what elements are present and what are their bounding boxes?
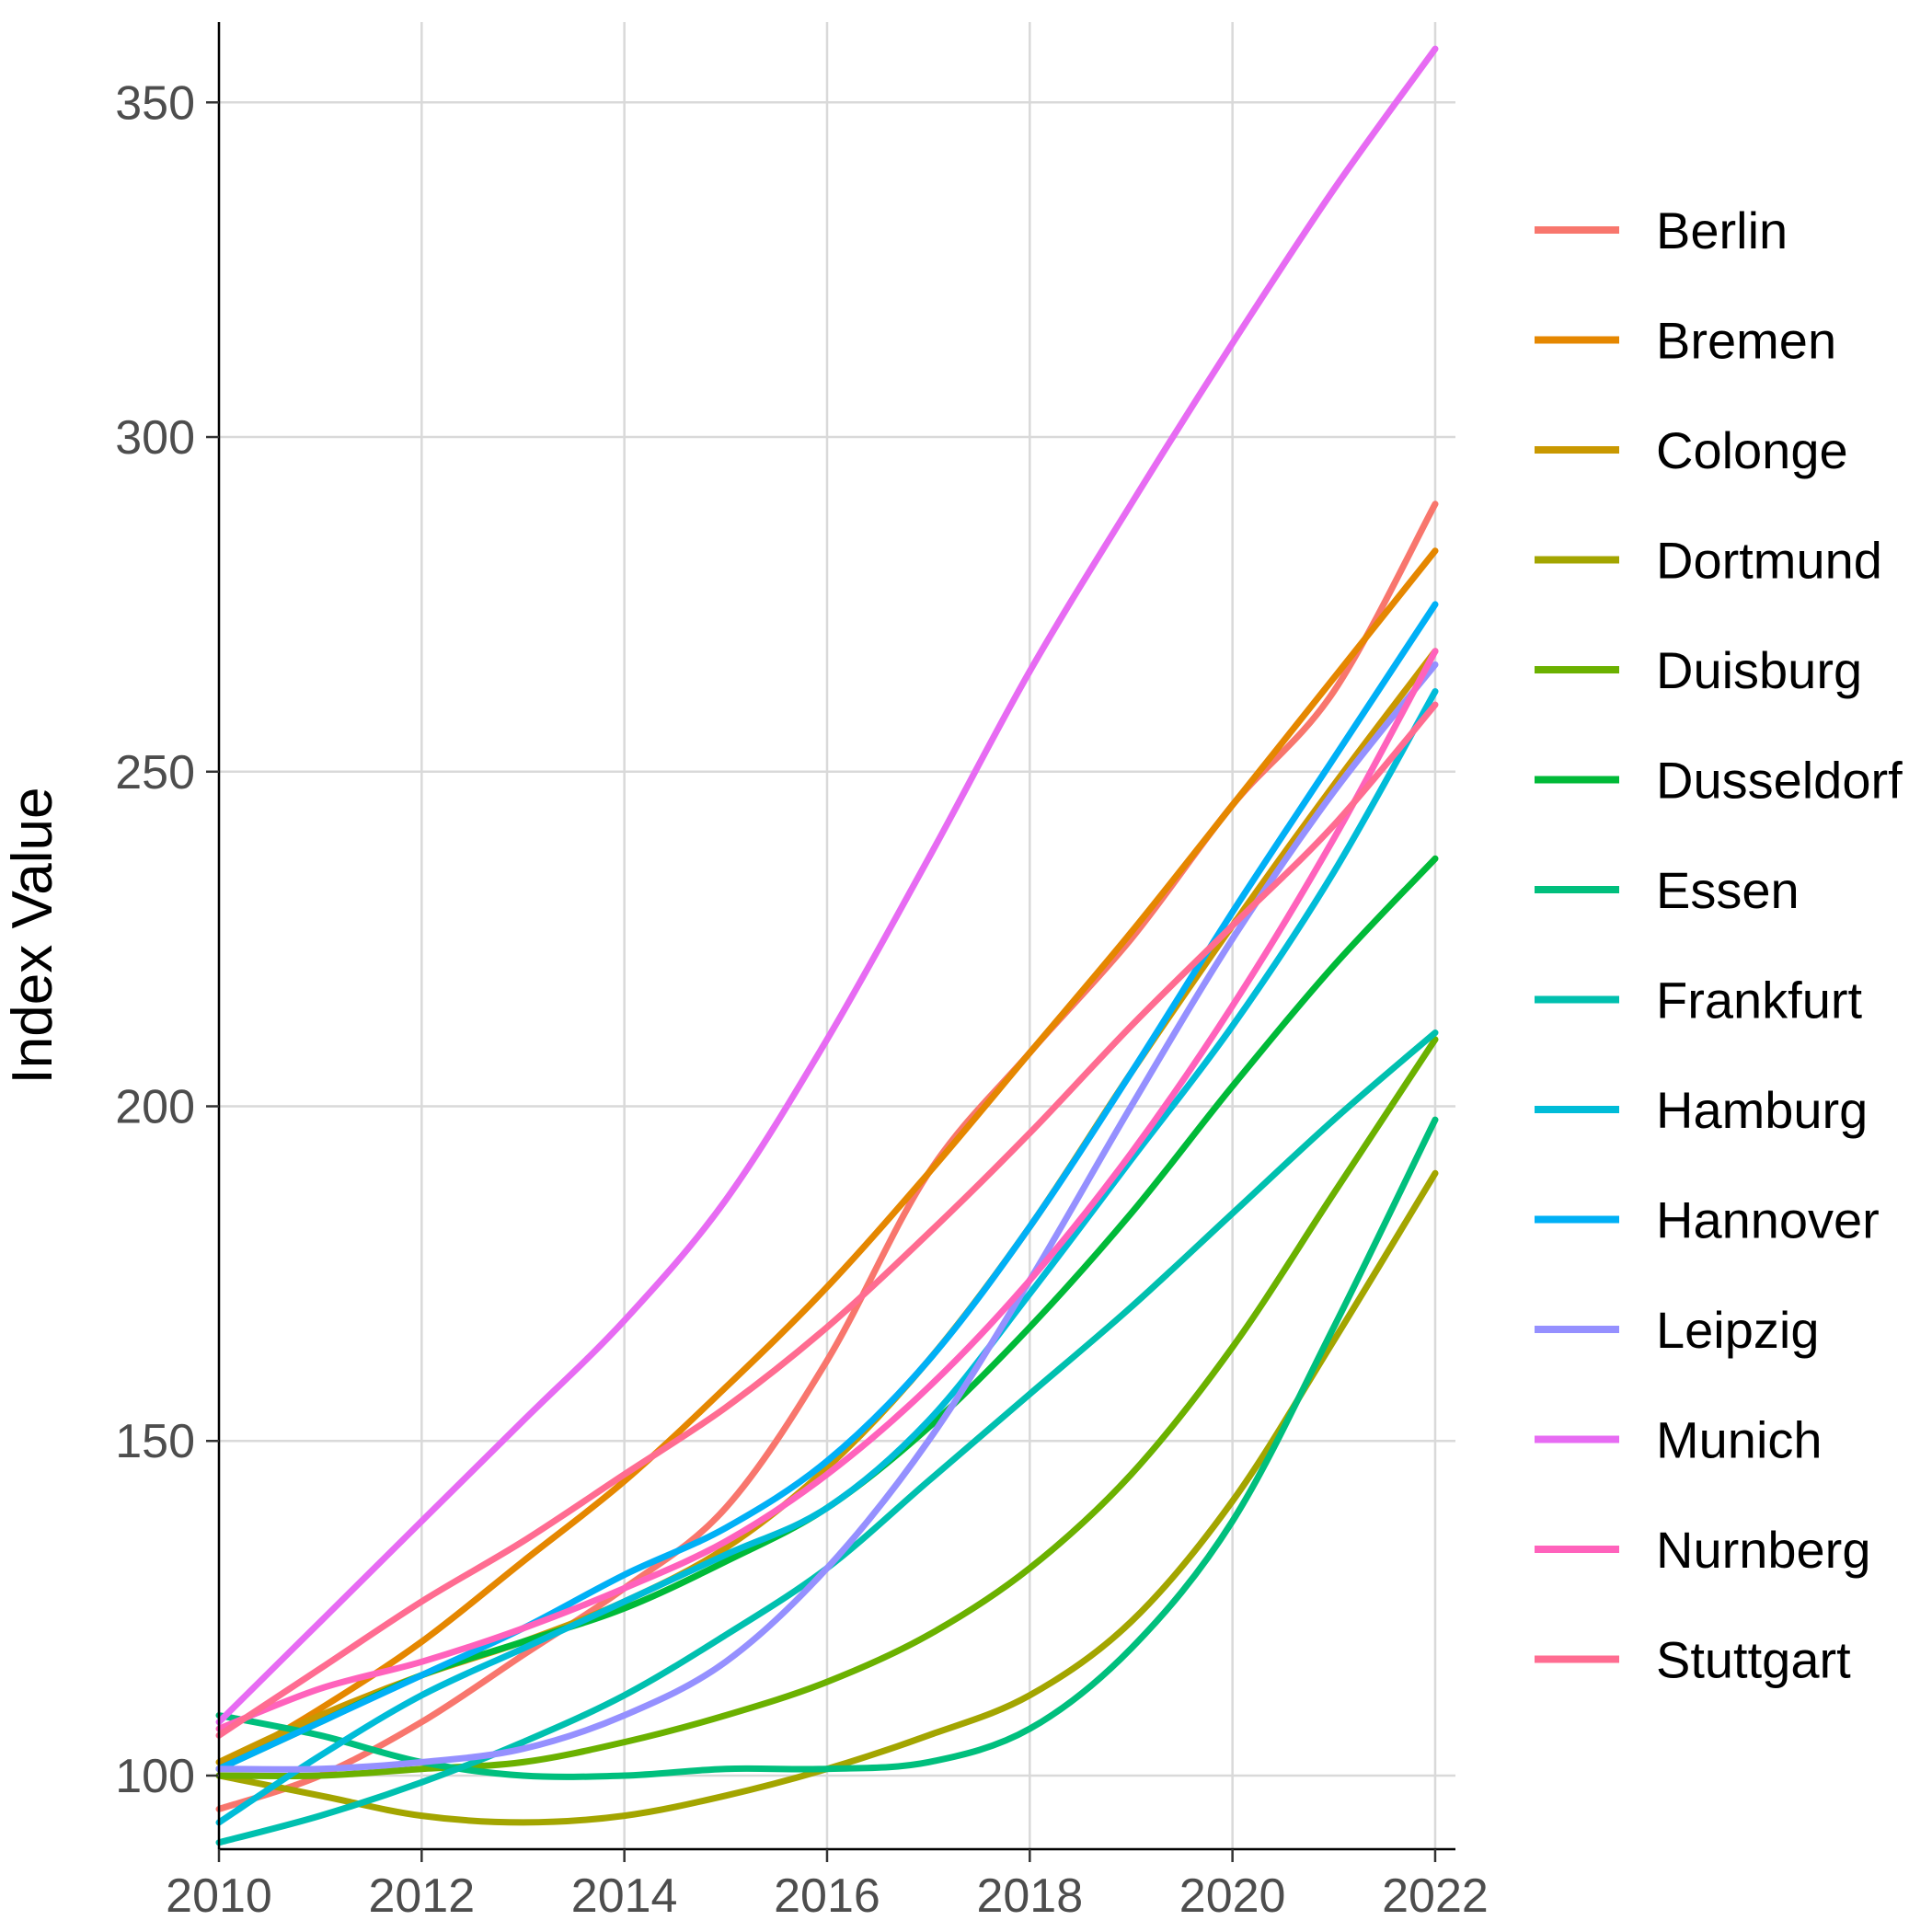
legend-label-dusseldorf: Dusseldorf <box>1656 752 1903 810</box>
legend-item-dusseldorf: Dusseldorf <box>1535 752 1903 810</box>
series-line-leipzig <box>215 661 1439 1773</box>
series-line-stuttgart <box>215 701 1439 1739</box>
y-tick-label-200: 200 <box>115 1081 195 1134</box>
legend-item-hamburg: Hamburg <box>1535 1081 1868 1139</box>
series-line-bremen <box>215 547 1439 1773</box>
x-tick-label-2016: 2016 <box>774 1869 880 1923</box>
legend-item-essen: Essen <box>1535 861 1800 919</box>
y-axis-title: Index Value <box>1 788 64 1085</box>
series-line-essen <box>215 1116 1439 1780</box>
legend-label-dortmund: Dortmund <box>1656 532 1882 590</box>
legend-item-nurnberg: Nurnberg <box>1535 1521 1870 1579</box>
legend-item-bremen: Bremen <box>1535 312 1836 370</box>
legend: Berlin Bremen Colonge Dortmund Duisburg Dusse… <box>1535 201 1903 1689</box>
legend-label-frankfurt: Frankfurt <box>1656 972 1862 1029</box>
series-line-hamburg <box>215 688 1439 1826</box>
legend-item-dortmund: Dortmund <box>1535 532 1882 590</box>
x-tick-label-2020: 2020 <box>1179 1869 1286 1923</box>
series-line-frankfurt <box>215 1029 1439 1846</box>
series-line-munich <box>215 45 1439 1726</box>
series-line-nurnberg <box>215 648 1439 1732</box>
y-tick-label-150: 150 <box>115 1415 195 1468</box>
legend-label-bremen: Bremen <box>1656 312 1836 370</box>
y-tick-label-250: 250 <box>115 746 195 799</box>
y-tick-label-350: 350 <box>115 76 195 130</box>
series-line-duisburg <box>215 1036 1439 1780</box>
legend-item-duisburg: Duisburg <box>1535 641 1862 699</box>
legend-item-frankfurt: Frankfurt <box>1535 972 1862 1029</box>
legend-label-leipzig: Leipzig <box>1656 1301 1819 1359</box>
legend-item-stuttgart: Stuttgart <box>1535 1631 1851 1689</box>
legend-item-hannover: Hannover <box>1535 1191 1880 1249</box>
x-tick-label-2012: 2012 <box>368 1869 475 1923</box>
legend-item-munich: Munich <box>1535 1411 1823 1469</box>
legend-label-essen: Essen <box>1656 861 1800 919</box>
legend-label-hannover: Hannover <box>1656 1191 1880 1249</box>
axes: 100 150 200 250 300 350 2010 2012 2014 2016 2018 20… <box>115 22 1489 1923</box>
x-tick-label-2018: 2018 <box>976 1869 1083 1923</box>
y-tick-label-100: 100 <box>115 1750 195 1803</box>
series-lines <box>215 45 1439 1846</box>
legend-item-colonge: Colonge <box>1535 421 1848 479</box>
grid <box>217 22 1455 1849</box>
legend-label-munich: Munich <box>1656 1411 1823 1469</box>
legend-label-nurnberg: Nurnberg <box>1656 1521 1870 1579</box>
legend-item-leipzig: Leipzig <box>1535 1301 1819 1359</box>
x-tick-label-2014: 2014 <box>571 1869 678 1923</box>
series-line-hannover <box>215 601 1439 1773</box>
legend-label-colonge: Colonge <box>1656 421 1848 479</box>
y-tick-label-300: 300 <box>115 411 195 465</box>
legend-label-berlin: Berlin <box>1656 201 1788 259</box>
x-tick-label-2010: 2010 <box>166 1869 272 1923</box>
legend-label-duisburg: Duisburg <box>1656 641 1862 699</box>
legend-label-stuttgart: Stuttgart <box>1656 1631 1851 1689</box>
legend-label-hamburg: Hamburg <box>1656 1081 1868 1139</box>
x-tick-label-2022: 2022 <box>1382 1869 1489 1923</box>
series-line-dortmund <box>215 1169 1439 1826</box>
legend-item-berlin: Berlin <box>1535 201 1788 259</box>
